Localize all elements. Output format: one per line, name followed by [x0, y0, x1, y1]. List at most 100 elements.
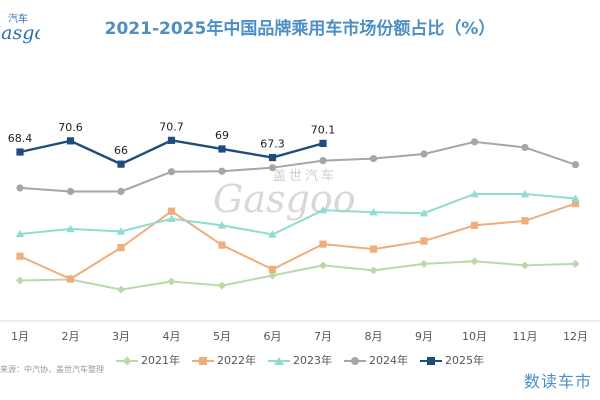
series-2022-point	[571, 200, 580, 208]
legend-swatch	[116, 356, 138, 366]
series-2025-point	[268, 153, 277, 162]
x-tick-label: 12月	[563, 330, 588, 343]
footer-brand: 数读车市	[523, 372, 592, 391]
series-2024-point	[167, 168, 176, 176]
data-label: 68.4	[8, 132, 33, 145]
data-label: 67.3	[260, 138, 285, 151]
series-2022-point	[218, 241, 226, 249]
series-2025-point	[66, 137, 75, 145]
logo-en-text: Gasgoo	[0, 22, 40, 44]
x-tick-label: 10月	[462, 330, 487, 343]
gasgoo-watermark: 盖世汽车 Gasgoo	[205, 165, 365, 235]
legend-label: 2021年	[141, 354, 180, 367]
series-2023-point	[571, 194, 580, 202]
data-label: 70.6	[58, 121, 83, 134]
series-2023-point	[66, 224, 75, 233]
series-2023-point	[318, 205, 328, 214]
series-2021-point	[218, 281, 226, 290]
x-tick-label: 3月	[112, 330, 130, 343]
series-2022-point	[268, 265, 277, 273]
series-2023-point	[470, 189, 479, 198]
series-2021-point	[369, 266, 378, 275]
series-2021-point	[521, 261, 529, 270]
series-2025-point	[167, 136, 176, 144]
series-2022-point	[117, 244, 125, 252]
series-2022-point	[16, 252, 24, 260]
legend-swatch	[268, 356, 290, 366]
series-2025-point	[16, 148, 24, 156]
series-2024-point	[16, 184, 24, 192]
series-2025-point	[218, 145, 226, 153]
chart-title: 2021-2025年中国品牌乘用车市场份额占比（%）	[104, 19, 496, 39]
series-2024-point	[470, 138, 479, 146]
legend-item: 2022年	[192, 352, 256, 368]
series-2023-point	[419, 209, 429, 217]
x-tick-label: 5月	[213, 330, 231, 343]
data-label: 70.7	[159, 120, 184, 133]
series-2022-point	[66, 275, 75, 283]
legend-item: 2025年	[420, 352, 484, 368]
x-tick-label: 9月	[415, 330, 433, 343]
series-2024-point	[521, 143, 529, 152]
legend-item: 2021年	[116, 352, 180, 368]
series-2022-point	[521, 217, 529, 225]
series-2022-point	[470, 221, 479, 229]
legend-item: 2023年	[268, 352, 332, 368]
series-2023-line	[19, 192, 576, 236]
series-2024-point	[268, 164, 277, 172]
series-2022-point	[167, 207, 176, 215]
series-2023-point	[167, 214, 176, 222]
x-tick-label: 6月	[264, 330, 282, 343]
legend-swatch	[420, 356, 442, 366]
series-2024-point	[66, 187, 75, 196]
series-2024-point	[319, 156, 327, 165]
series-2021-point	[117, 285, 125, 294]
x-tick-label: 7月	[314, 330, 332, 343]
watermark-en-text: Gasgoo	[213, 177, 356, 221]
series-2021-point	[470, 257, 479, 266]
series-2024-point	[218, 167, 226, 175]
series-2022-point	[319, 240, 327, 248]
x-tick-label: 4月	[163, 330, 181, 343]
legend-label: 2023年	[293, 354, 332, 367]
series-2024-line	[19, 140, 576, 193]
legend-swatch-marker	[427, 357, 435, 365]
legend-swatch-marker	[199, 357, 207, 365]
legend-label: 2024年	[369, 354, 408, 367]
x-tick-label: 11月	[513, 330, 538, 343]
series-2024-point	[117, 187, 125, 196]
series-2021-point	[268, 271, 277, 280]
series-2023-point	[369, 208, 378, 216]
legend-swatch-marker	[122, 356, 132, 366]
logo-cn-text: 汽车	[8, 14, 28, 25]
series-2022-point	[420, 237, 428, 245]
series-2022-point	[369, 245, 378, 253]
source-note: 来源：中汽协，盖世汽车整理	[0, 365, 104, 374]
series-2024-point	[571, 161, 580, 169]
x-tick-label: 8月	[365, 330, 383, 343]
x-tick-label: 2月	[62, 330, 80, 343]
series-2023-point	[15, 229, 25, 238]
legend-label: 2025年	[445, 354, 484, 367]
series-2023-point	[217, 221, 227, 229]
series-2021-point	[16, 276, 24, 285]
series-2025-point	[319, 139, 327, 147]
legend-swatch	[344, 356, 366, 366]
x-tick-label: 1月	[11, 330, 29, 343]
chart-legend: 2021年 2022年 2023年 2024年 2025年	[0, 352, 600, 368]
series-2021-point	[319, 261, 327, 270]
series-2023-point	[268, 230, 277, 238]
series-2021-point	[571, 259, 580, 268]
watermark-cn-text: 盖世汽车	[273, 169, 338, 184]
data-label: 70.1	[311, 123, 336, 136]
series-2021-point	[420, 259, 428, 268]
data-label: 69	[215, 129, 229, 142]
data-label: 66	[114, 144, 128, 157]
legend-item: 2024年	[344, 352, 408, 368]
legend-swatch	[192, 356, 214, 366]
series-2023-point	[520, 189, 530, 198]
series-2024-point	[369, 154, 378, 163]
legend-label: 2022年	[217, 354, 256, 367]
